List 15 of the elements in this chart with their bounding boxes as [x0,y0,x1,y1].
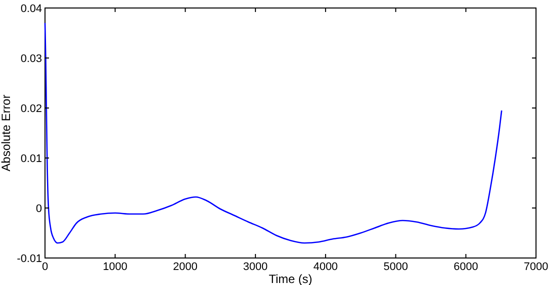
y-axis-title: Absolute Error [0,94,13,172]
y-tick-label: -0.01 [16,253,42,265]
line-series [44,22,502,244]
y-tick-label: 0 [36,203,42,215]
x-tick-label: 6000 [454,261,478,273]
y-tick-label: 0.02 [20,103,42,115]
y-tick-label: 0.01 [20,153,42,165]
y-tick-label: 0.04 [20,3,42,15]
x-tick-label: 3000 [243,261,268,273]
x-tick-label: 2000 [173,261,198,273]
y-tick-label: 0.03 [20,53,42,65]
x-tick-label: 1000 [102,261,128,273]
x-tick-label: 4000 [313,261,338,273]
x-tick-label: 5000 [383,261,408,273]
x-tick-label: 7000 [524,261,548,273]
